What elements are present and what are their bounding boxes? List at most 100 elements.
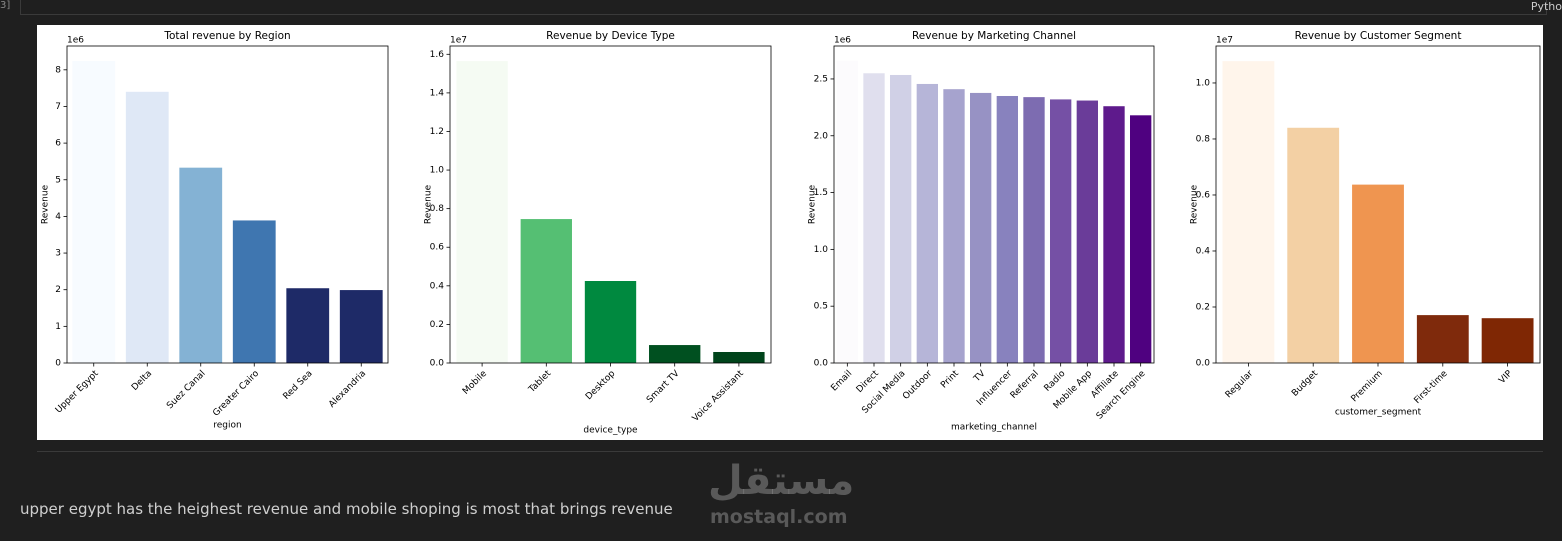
bar xyxy=(970,92,992,364)
bar xyxy=(232,220,276,363)
offset-label: 1e6 xyxy=(834,36,851,46)
bar xyxy=(339,290,383,363)
bar xyxy=(996,95,1018,363)
markdown-text: upper egypt has the heighest revenue and… xyxy=(20,500,673,518)
y-tick-label: 7 xyxy=(55,102,61,112)
y-axis-label: Revenue xyxy=(41,184,51,224)
bar xyxy=(1076,100,1098,364)
x-tick-label: Outdoor xyxy=(901,369,934,402)
scrollbar[interactable] xyxy=(37,451,1543,452)
y-tick-label: 1.0 xyxy=(814,245,829,255)
y-tick-label: 1.6 xyxy=(430,50,445,60)
x-tick-label: Voice Assistant xyxy=(691,368,746,423)
x-tick-label: First-time xyxy=(1413,368,1450,405)
y-tick-label: 0.6 xyxy=(430,243,445,253)
y-tick-label: 0.8 xyxy=(430,204,445,214)
bar xyxy=(1130,115,1152,363)
x-tick-label: VIP xyxy=(1497,368,1515,386)
y-tick-label: 0.2 xyxy=(430,320,444,330)
axes-frame xyxy=(449,45,772,364)
x-tick-label: Delta xyxy=(130,369,154,393)
bar xyxy=(1481,318,1534,363)
axes-frame xyxy=(66,45,389,364)
x-tick-label: Radio xyxy=(1043,368,1068,393)
x-tick-label: Regular xyxy=(1224,369,1256,401)
chart-title: Revenue by Device Type xyxy=(546,30,675,42)
x-tick-label: Referral xyxy=(1009,369,1041,401)
x-axis-label: marketing_channel xyxy=(951,423,1037,433)
bar xyxy=(125,91,169,363)
bar xyxy=(72,61,116,364)
y-tick-label: 0.4 xyxy=(1196,246,1211,256)
kernel-label[interactable]: Pytho xyxy=(1530,0,1562,13)
x-tick-label: Suez Canal xyxy=(165,369,207,411)
x-tick-label: Greater Cairo xyxy=(211,368,261,418)
axes-frame xyxy=(833,45,1155,364)
charts: Total revenue by Region 1e6 Revenue region 0… xyxy=(41,30,1541,436)
y-tick-label: 0.6 xyxy=(1196,190,1211,200)
x-tick-label: Print xyxy=(939,368,961,390)
cell-frame xyxy=(20,0,1547,15)
x-tick-label: Email xyxy=(829,369,854,394)
y-tick-label: 0.4 xyxy=(430,281,445,291)
x-tick-label: Mobile xyxy=(461,368,489,396)
chart-title: Total revenue by Region xyxy=(163,30,290,42)
y-tick-label: 0.8 xyxy=(1196,134,1211,144)
y-tick-label: 3 xyxy=(55,249,61,259)
bar xyxy=(1050,99,1072,364)
bar xyxy=(584,281,637,363)
y-tick-label: 6 xyxy=(55,139,61,149)
x-tick-label: TV xyxy=(972,368,989,385)
x-tick-label: Tablet xyxy=(526,368,553,395)
bar xyxy=(1222,61,1275,363)
y-tick-label: 1.2 xyxy=(430,127,444,137)
y-tick-label: 0.5 xyxy=(814,302,828,312)
bar xyxy=(286,288,330,363)
x-tick-label: Budget xyxy=(1290,368,1320,398)
bar xyxy=(1023,97,1045,364)
y-tick-label: 0.0 xyxy=(814,359,829,369)
x-tick-label: Alexandria xyxy=(327,369,368,410)
y-tick-label: 2.0 xyxy=(814,131,829,141)
bar xyxy=(1352,184,1404,363)
x-tick-label: Smart TV xyxy=(645,368,682,405)
offset-label: 1e6 xyxy=(67,36,84,46)
output-panel: Total revenue by Region 1e6 Revenue region 0… xyxy=(37,25,1543,440)
y-tick-label: 0.0 xyxy=(430,359,445,369)
y-tick-label: 1.4 xyxy=(430,88,445,98)
bar xyxy=(1287,127,1340,363)
chart-title: Revenue by Customer Segment xyxy=(1295,30,1462,42)
y-tick-label: 0.2 xyxy=(1196,302,1210,312)
cell-prompt: 3] xyxy=(0,0,11,11)
bar xyxy=(649,345,701,363)
y-tick-label: 0.0 xyxy=(1196,359,1211,369)
y-tick-label: 1.0 xyxy=(430,166,445,176)
bar xyxy=(1416,315,1469,363)
offset-label: 1e7 xyxy=(450,36,467,46)
bar xyxy=(179,167,223,363)
x-tick-label: Red Sea xyxy=(282,369,315,402)
y-tick-label: 1.0 xyxy=(1196,78,1211,88)
y-tick-label: 1 xyxy=(55,322,61,332)
y-tick-label: 0 xyxy=(55,359,61,369)
x-tick-label: Upper Egypt xyxy=(54,368,101,415)
bar xyxy=(890,74,912,363)
y-axis-label: Revenue xyxy=(1190,184,1200,224)
bar xyxy=(943,89,965,363)
x-tick-label: Premium xyxy=(1349,369,1384,404)
bar xyxy=(863,73,885,364)
x-tick-label: Search Engine xyxy=(1095,369,1148,422)
axes-frame xyxy=(1215,45,1541,364)
bar xyxy=(836,60,858,364)
y-tick-label: 2.5 xyxy=(814,74,828,84)
y-axis-label: Revenue xyxy=(424,184,434,224)
chart-title: Revenue by Marketing Channel xyxy=(912,30,1076,42)
y-axis-label: Revenue xyxy=(808,184,818,224)
offset-label: 1e7 xyxy=(1216,36,1233,46)
bar xyxy=(520,219,572,363)
bar xyxy=(916,83,938,364)
y-tick-label: 2 xyxy=(55,285,61,295)
watermark-site: mostaql.com xyxy=(710,506,848,528)
bar xyxy=(713,352,765,363)
